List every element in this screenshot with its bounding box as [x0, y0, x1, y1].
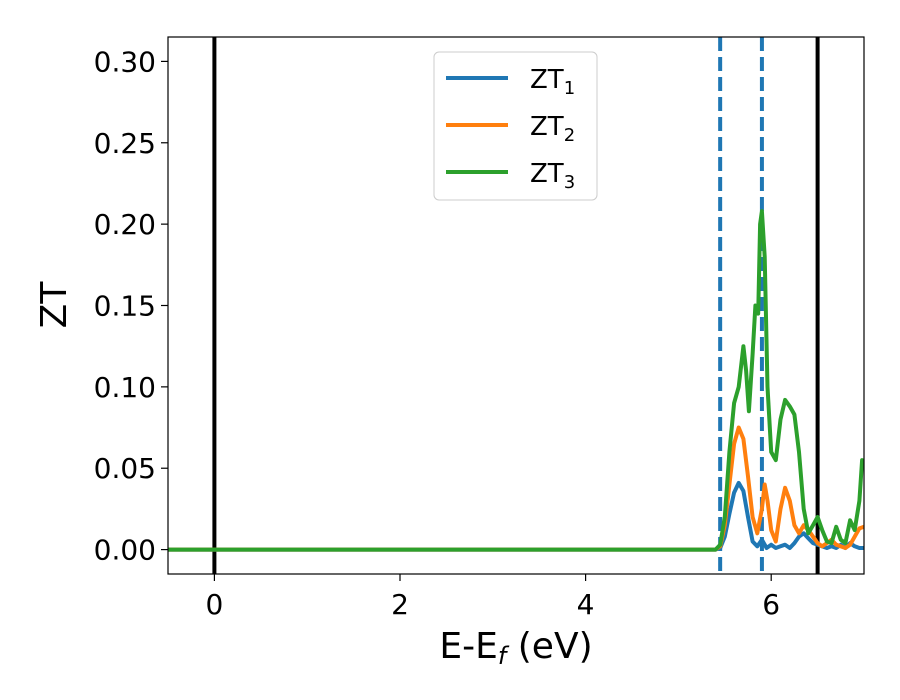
y-tick-label: 0.10: [94, 371, 156, 404]
legend-frame: [433, 51, 598, 201]
x-tick-label: 6: [762, 588, 780, 621]
x-tick-label: 4: [577, 588, 595, 621]
legend-label-1: ZT1: [530, 65, 575, 99]
y-tick-label: 0.00: [94, 534, 156, 567]
y-tick-label: 0.30: [94, 45, 156, 78]
y-tick-label: 0.15: [94, 290, 156, 323]
y-tick-label: 0.20: [94, 208, 156, 241]
x-axis-title: E-Ef (eV): [439, 626, 592, 670]
y-tick-label: 0.05: [94, 452, 156, 485]
series-line-2: [168, 425, 864, 552]
series-line-3: [168, 209, 864, 552]
x-axis-title-suffix: (eV): [506, 626, 592, 667]
y-tick-label: 0.25: [94, 127, 156, 160]
legend: ZT1 ZT2 ZT3: [433, 51, 598, 201]
y-axis-title: ZT: [34, 281, 75, 329]
legend-label-3: ZT3: [530, 159, 575, 193]
legend-label-2: ZT2: [530, 112, 575, 146]
x-tick-label: 2: [391, 588, 409, 621]
x-tick-label: 0: [205, 588, 223, 621]
x-axis-title-main: E-E: [439, 626, 497, 667]
